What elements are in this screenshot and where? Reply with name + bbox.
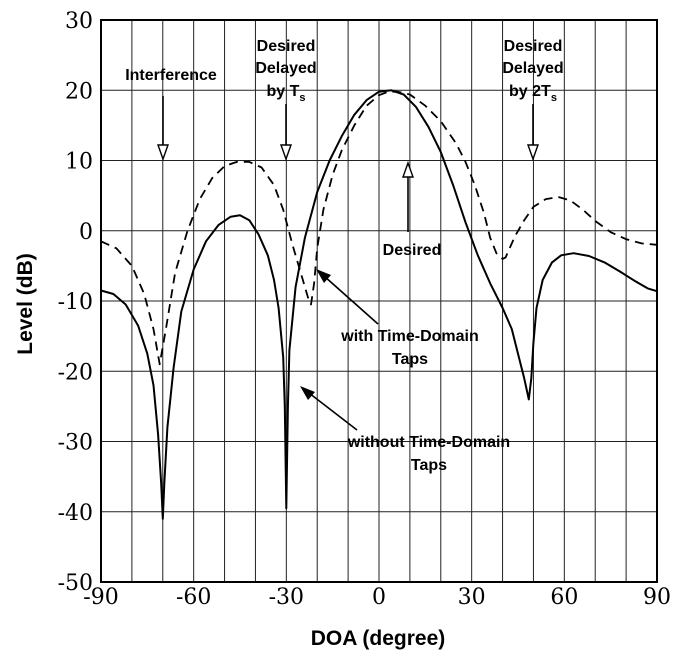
annotation-interference: Interference — [125, 67, 217, 84]
x-tick-label: -90 — [83, 585, 118, 610]
annotation-delayed-2ts-sub: s — [551, 92, 557, 104]
arrow-delayed-ts — [280, 104, 292, 162]
x-tick-label: 30 — [458, 585, 486, 610]
series-line-solid — [100, 89, 658, 520]
x-tick-label: 0 — [372, 585, 386, 610]
y-tick-label: -40 — [58, 501, 93, 526]
arrow-without-taps — [300, 386, 358, 431]
x-tick-label: 90 — [643, 585, 671, 610]
annotation-delayed-ts-by: by T — [266, 83, 299, 100]
annotation-delayed-2ts-line3: by 2Ts — [509, 83, 557, 104]
y-tick-label: -20 — [58, 360, 93, 385]
annotation-delayed-2ts-line2: Delayed — [502, 60, 563, 77]
y-tick-label: 30 — [65, 9, 93, 34]
annotation-without-taps-line2: Taps — [411, 457, 447, 474]
annotation-with-taps-line2: Taps — [392, 351, 428, 368]
series-line-dashed — [100, 90, 658, 366]
y-tick-label: 20 — [65, 79, 93, 104]
arrow-delayed-2ts — [527, 104, 539, 162]
y-tick-label: -30 — [58, 431, 93, 456]
annotation-delayed-ts-line3: by Ts — [266, 83, 305, 104]
series-layer — [100, 89, 658, 520]
y-axis-title: Level (dB) — [14, 253, 37, 355]
annotation-desired: Desired — [383, 242, 442, 259]
annotations: Interference Desired Delayed by Ts Desir… — [125, 38, 563, 474]
arrow-interference — [157, 96, 169, 162]
arrow-with-taps — [316, 269, 379, 325]
plot-frame — [100, 19, 658, 583]
y-tick-label: -10 — [58, 290, 93, 315]
x-tick-label: 60 — [550, 585, 578, 610]
annotation-delayed-2ts-line1: Desired — [504, 38, 563, 55]
annotation-delayed-2ts-by: by 2T — [509, 83, 551, 100]
annotation-delayed-ts-line2: Delayed — [255, 60, 316, 77]
annotation-delayed-ts-line1: Desired — [257, 38, 316, 55]
arrow-desired — [402, 160, 414, 232]
y-tick-label: 0 — [79, 220, 93, 245]
x-tick-label: -30 — [269, 585, 304, 610]
x-axis-title: DOA (degree) — [311, 627, 446, 650]
tick-labels: -90 -60 -30 0 30 60 90 30 20 10 0 -10 -20 -30 -40 -50 — [58, 9, 671, 610]
y-tick-label: 10 — [65, 150, 93, 175]
annotation-with-taps-line1: with Time-Domain — [340, 328, 479, 345]
x-tick-label: -60 — [176, 585, 211, 610]
annotation-without-taps-line1: without Time-Domain — [347, 434, 510, 451]
annotation-delayed-ts-sub: s — [299, 92, 305, 104]
y-tick-label: -50 — [58, 571, 93, 596]
